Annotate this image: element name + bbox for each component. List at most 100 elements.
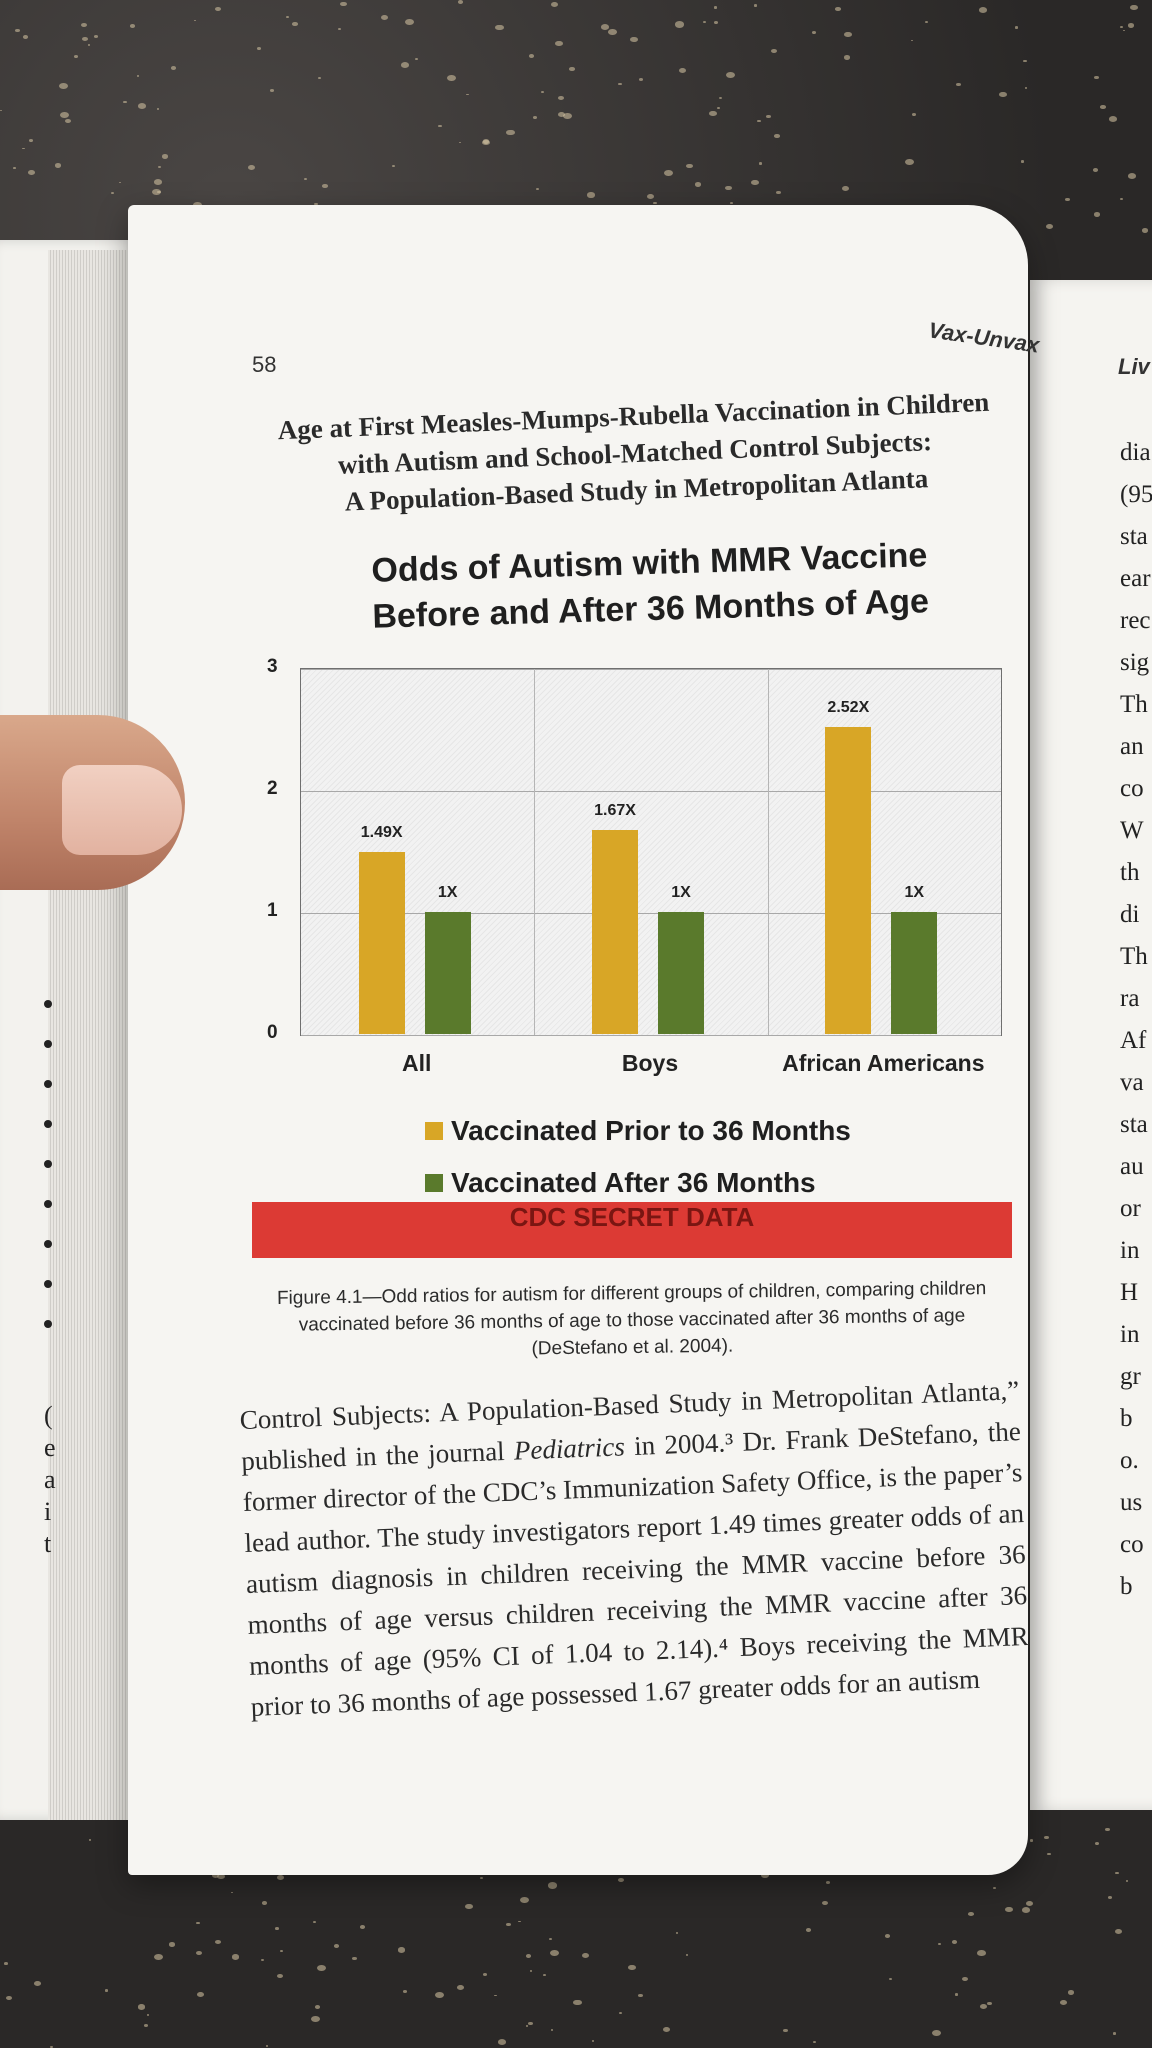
speck	[726, 71, 735, 78]
speck	[550, 2, 558, 8]
speck	[686, 163, 694, 169]
red-banner: CDC SECRET DATA	[252, 1202, 1012, 1258]
speck	[49, 2046, 53, 2048]
speck	[322, 184, 328, 188]
speck	[1092, 168, 1099, 173]
speck	[1021, 1907, 1031, 1914]
speck	[812, 2040, 817, 2044]
speck	[905, 159, 914, 166]
y-tick-label: 0	[267, 1022, 278, 1043]
speck	[766, 115, 771, 119]
speck	[168, 1942, 175, 1947]
speck	[581, 1952, 590, 1959]
left-page-text: (e a i t	[44, 1400, 56, 1560]
speck	[292, 22, 298, 27]
speck	[1130, 4, 1139, 11]
speck	[28, 169, 35, 175]
speck	[528, 54, 534, 58]
speck	[702, 20, 706, 23]
chart-legend: Vaccinated Prior to 36 Months Vaccinated…	[425, 1105, 851, 1209]
speck	[285, 15, 289, 18]
speck	[679, 68, 687, 74]
left-page-fragment: a	[44, 1465, 56, 1494]
left-page-fragment: (	[44, 1401, 53, 1430]
right-page-fragment: ear	[1120, 565, 1151, 592]
legend-swatch-after	[425, 1174, 443, 1192]
speck	[843, 55, 851, 60]
right-page-fragment: sig	[1120, 649, 1150, 676]
speck	[257, 47, 262, 51]
speck	[525, 1953, 531, 1958]
speck	[951, 1940, 958, 1945]
speck	[630, 36, 638, 43]
speck	[618, 2012, 622, 2015]
speck	[1122, 29, 1125, 32]
speck	[550, 2028, 554, 2031]
speck	[713, 21, 718, 25]
speck	[171, 66, 177, 70]
speck	[480, 1876, 484, 1880]
speck	[28, 139, 33, 143]
speck	[758, 162, 763, 165]
speck	[146, 2014, 149, 2016]
speck	[1014, 26, 1019, 29]
speck	[1093, 211, 1101, 217]
gridline	[301, 791, 1001, 792]
speck	[495, 24, 504, 31]
speck	[729, 201, 733, 204]
speck	[458, 0, 464, 4]
right-page-fragment: dia	[1120, 439, 1151, 466]
bar-prior-36-months	[358, 852, 405, 1034]
speck	[277, 1874, 285, 1880]
category-label: All	[401, 1050, 432, 1076]
speck	[783, 2028, 788, 2032]
speck	[884, 1933, 891, 1938]
right-page-fragment: rec	[1120, 607, 1151, 634]
speck	[154, 1954, 164, 1961]
speck	[456, 1985, 464, 1991]
speck	[111, 191, 115, 195]
bar-after-36-months	[891, 912, 938, 1034]
bar-prior-36-months	[592, 830, 638, 1034]
speck	[158, 165, 162, 168]
right-page-fragment: in	[1120, 1237, 1140, 1264]
data-label: 2.52X	[827, 698, 870, 716]
speck	[1094, 1841, 1099, 1845]
speck	[675, 1932, 679, 1934]
speck	[359, 1924, 366, 1929]
speck	[266, 2045, 269, 2047]
speck	[1108, 116, 1117, 123]
speck	[664, 170, 673, 177]
speck	[313, 202, 318, 206]
figure-caption: Figure 4.1—Odd ratios for autism for dif…	[276, 1278, 987, 1360]
thumbnail	[62, 765, 182, 855]
right-page-fragment: us	[1120, 1489, 1143, 1516]
y-tick-label: 1	[267, 900, 278, 921]
speck	[195, 1950, 203, 1955]
speck	[1045, 224, 1054, 230]
speck	[753, 4, 758, 7]
speck	[415, 58, 419, 61]
speck	[466, 93, 469, 96]
speck	[123, 100, 127, 104]
speck	[311, 2015, 321, 2022]
speck	[279, 1949, 284, 1953]
right-page-fragment: b	[1120, 1405, 1133, 1432]
y-tick-label: 3	[267, 656, 278, 677]
data-label: 1X	[437, 884, 458, 901]
speck	[591, 2040, 594, 2042]
speck	[65, 119, 72, 124]
right-page-fragment: ra	[1120, 985, 1140, 1012]
right-page-fragment: sta	[1120, 523, 1148, 550]
speck	[662, 2026, 670, 2032]
right-running-head: Liv	[1118, 354, 1150, 379]
speck	[1030, 1839, 1034, 1842]
right-page-fragment: Af	[1120, 1027, 1147, 1054]
speck	[835, 6, 841, 11]
category-label: African Americans	[782, 1050, 985, 1076]
right-page-fragment: th	[1120, 859, 1140, 886]
right-page-fragment: co	[1120, 1531, 1144, 1558]
speck	[458, 141, 461, 144]
speck	[1120, 25, 1124, 29]
speck	[841, 185, 850, 191]
